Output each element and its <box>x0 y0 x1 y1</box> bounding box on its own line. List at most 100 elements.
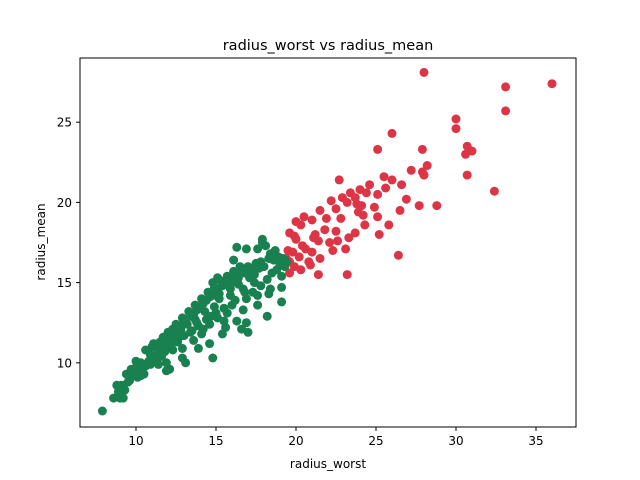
data-point <box>174 332 184 342</box>
data-point <box>189 335 199 345</box>
data-point <box>182 319 192 329</box>
data-point <box>253 290 263 300</box>
data-point <box>184 307 194 316</box>
data-point <box>214 294 224 304</box>
data-point <box>141 345 151 355</box>
plot-area <box>79 57 577 428</box>
data-point <box>395 205 405 215</box>
data-point <box>451 114 461 124</box>
data-point <box>168 345 178 355</box>
x-axis-label: radius_worst <box>290 457 366 471</box>
y-tick-label: 10 <box>57 356 72 370</box>
x-tick-label: 15 <box>208 434 223 448</box>
x-axis: 10 15 20 25 30 35 <box>128 427 544 448</box>
data-point <box>272 265 282 275</box>
data-point <box>277 282 287 292</box>
data-point <box>253 300 263 310</box>
data-point <box>419 170 429 180</box>
data-point <box>352 199 362 209</box>
data-point <box>181 358 191 368</box>
data-point <box>241 318 251 328</box>
data-point <box>387 128 397 138</box>
data-point <box>422 161 432 170</box>
data-point <box>288 247 298 257</box>
data-point <box>325 238 335 247</box>
data-point <box>232 316 242 326</box>
data-point <box>161 358 171 368</box>
data-point <box>462 170 472 180</box>
data-point <box>406 165 416 175</box>
data-point <box>233 279 243 289</box>
y-tick-label: 25 <box>57 116 72 130</box>
data-point <box>397 180 407 190</box>
data-point <box>229 255 239 265</box>
data-point <box>198 324 208 334</box>
y-tick-label: 20 <box>57 196 72 210</box>
data-point <box>291 234 301 244</box>
data-point <box>158 332 168 342</box>
data-point <box>373 212 383 222</box>
x-tick-label: 35 <box>528 434 543 448</box>
data-point <box>229 266 239 276</box>
data-point <box>171 319 181 329</box>
x-tick-label: 30 <box>448 434 463 448</box>
data-point <box>249 270 259 280</box>
data-point <box>294 252 304 262</box>
chart-title: radius_worst vs radius_mean <box>223 38 434 54</box>
data-point <box>197 294 207 304</box>
y-axis-label: radius_mean <box>34 203 48 280</box>
data-point <box>321 213 331 223</box>
data-point <box>200 307 210 316</box>
data-point <box>262 274 272 284</box>
data-point <box>401 194 411 204</box>
x-tick-label: 20 <box>288 434 303 448</box>
data-point <box>206 311 216 321</box>
data-point <box>331 226 341 236</box>
data-point <box>126 364 136 374</box>
data-point <box>241 244 251 254</box>
data-point <box>230 295 240 305</box>
data-point <box>432 201 442 211</box>
data-point <box>205 319 215 329</box>
data-point <box>149 339 159 349</box>
data-point <box>336 213 346 223</box>
data-point <box>213 273 223 283</box>
data-point <box>501 106 511 116</box>
data-point <box>225 284 235 294</box>
data-point <box>501 82 511 92</box>
data-point <box>222 271 232 281</box>
data-point <box>256 281 266 291</box>
data-point <box>353 207 363 217</box>
data-point <box>365 180 375 190</box>
data-point <box>219 316 229 326</box>
data-point <box>309 233 319 243</box>
data-point <box>373 144 383 154</box>
data-point <box>238 305 248 315</box>
data-point <box>142 359 152 369</box>
data-point <box>161 366 171 376</box>
data-point <box>153 359 163 369</box>
data-point <box>254 263 264 273</box>
data-point <box>374 230 384 239</box>
data-point <box>112 380 122 390</box>
data-point <box>334 175 344 185</box>
data-point <box>381 183 391 193</box>
data-point <box>235 262 245 272</box>
data-point <box>277 297 287 307</box>
data-point <box>205 339 215 349</box>
x-tick-label: 25 <box>368 434 383 448</box>
data-point <box>305 260 315 270</box>
data-point <box>373 189 383 199</box>
data-point <box>253 244 263 254</box>
data-point <box>209 302 219 312</box>
data-point <box>419 67 429 77</box>
y-axis: 10 15 20 25 <box>57 116 80 370</box>
data-point <box>307 215 317 225</box>
data-point <box>270 246 280 255</box>
points-layer <box>97 67 557 416</box>
data-point <box>262 311 272 321</box>
data-point <box>177 313 187 323</box>
data-point <box>361 188 371 198</box>
data-point <box>277 271 287 281</box>
